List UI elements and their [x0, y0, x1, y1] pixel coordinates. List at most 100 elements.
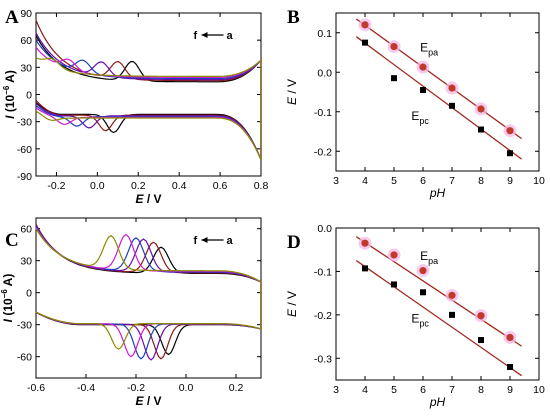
series-label-sub: pa [428, 48, 438, 58]
y-axis-label-symbol: E [285, 308, 299, 317]
y-tick-label: -90 [17, 171, 32, 183]
y-axis-label-symbol: I [3, 115, 17, 119]
series-label-main: E [411, 311, 419, 325]
cv-curve-5 [35, 47, 262, 160]
data-point-pc [362, 265, 368, 272]
cv-curve-6 [35, 57, 262, 160]
x-axis-label: E / V [135, 192, 161, 206]
cv-curve-6 [35, 228, 262, 350]
data-point-pa [419, 266, 427, 275]
y-tick-label: -0.2 [314, 310, 332, 322]
panel-a: -0.2 0.0 0.2 0.4 0.6 0.8 -90 -60 -30 0 30 60 90A I (1… [2, 7, 268, 206]
panel-label: A [5, 7, 19, 28]
x-axis-label: pH [429, 186, 446, 200]
y-tick-label: 0 [26, 90, 32, 102]
x-tick-label: 0.2 [131, 180, 146, 192]
x-tick-label: 8 [478, 384, 484, 396]
x-tick-label: 0.6 [213, 180, 228, 192]
y-axis-label-exponent: −6 [2, 85, 11, 95]
y-tick-label: 0.0 [317, 223, 332, 235]
series-label-main: E [420, 41, 428, 55]
x-tick-label: 0.2 [229, 382, 244, 394]
y-tick-label: 30 [20, 62, 32, 74]
data-point-pa [448, 291, 456, 299]
x-axis-label-symbol: E [135, 192, 144, 206]
y-tick-label: 60 [20, 224, 32, 236]
x-axis-label-unit: / V [144, 192, 162, 206]
y-axis-label-unit-end: A) [3, 70, 17, 86]
x-tick-label: 3 [333, 384, 339, 396]
x-tick-label: 8 [478, 175, 484, 187]
y-tick-label: -60 [17, 352, 32, 364]
y-tick-label: 0.1 [317, 28, 332, 40]
x-tick-label: 5 [391, 384, 397, 396]
data-point-pa [361, 21, 369, 29]
panel-label: B [287, 7, 300, 28]
y-tick-label: -30 [17, 320, 32, 332]
y-axis-label-symbol: I [1, 318, 15, 322]
x-axis-label: pH [429, 395, 446, 409]
plot-frame [335, 12, 540, 172]
y-tick-label: 0.0 [317, 67, 332, 79]
data-point-pa [419, 63, 427, 71]
data-point-pc [449, 102, 455, 109]
cv-curve-3 [35, 32, 262, 160]
y-tick-label: -0.1 [314, 107, 332, 119]
data-point-pa [390, 42, 398, 51]
x-tick-label: 9 [507, 175, 513, 187]
fit-line-pa [355, 18, 522, 140]
y-tick-label: -60 [17, 144, 32, 156]
data-point-pa [448, 84, 456, 92]
data-point-pc [507, 363, 513, 370]
x-tick-label: 0.4 [172, 180, 187, 192]
y-tick-label: 30 [20, 256, 32, 268]
x-tick-label: 10 [533, 175, 545, 187]
y-tick-label: 90 [20, 8, 32, 20]
y-axis-label: I (10−6 A) [2, 70, 17, 119]
data-point-pa [477, 105, 485, 113]
annotation-to: a [227, 235, 234, 247]
data-point-pc [507, 150, 513, 157]
x-tick-label: -0.2 [127, 382, 145, 394]
series-label-pc: Epc [411, 311, 429, 328]
fit-line-pa [355, 236, 522, 347]
x-tick-label: 7 [449, 175, 455, 187]
panel-c: -0.6 -0.4 -0.2 0.0 0.2 -60 -30 0 30 60C I (10−6 A)… [0, 217, 262, 408]
x-tick-label: 0.0 [90, 180, 105, 192]
series-label-main: E [411, 109, 419, 123]
x-tick-label: 10 [533, 384, 545, 396]
series-label-sub: pc [419, 318, 429, 328]
x-tick-label: 6 [420, 384, 426, 396]
data-point-pa [390, 251, 398, 259]
plot-frame [335, 227, 540, 381]
y-axis-label-unit: / V [285, 291, 299, 309]
annotation-from: f [194, 30, 198, 42]
x-tick-label: 3 [333, 175, 339, 187]
x-tick-label: 6 [420, 175, 426, 187]
x-axis-label-symbol: E [135, 394, 144, 408]
y-axis-label-symbol: E [285, 96, 299, 105]
x-tick-label: 4 [362, 384, 368, 396]
data-point-pc [478, 126, 484, 133]
y-tick-label: -0.3 [314, 353, 332, 365]
fit-line-pc [355, 36, 522, 160]
cv-curve-1 [35, 35, 262, 160]
cv-curve-4 [35, 39, 262, 160]
x-tick-label: 7 [449, 384, 455, 396]
series-label-pc: Epc [411, 109, 429, 126]
data-point-pc [362, 39, 368, 46]
series-label-main: E [420, 249, 428, 263]
y-tick-label: -30 [17, 117, 32, 129]
x-tick-label: 0.8 [254, 180, 269, 192]
x-tick-label: 4 [362, 175, 368, 187]
x-tick-label: -0.2 [47, 180, 65, 192]
data-point-pc [420, 87, 426, 94]
data-point-pa [361, 239, 369, 247]
y-tick-label: -0.1 [314, 266, 332, 278]
x-tick-label: -0.6 [27, 382, 45, 394]
y-axis-label-unit: / V [285, 79, 299, 97]
series-label-sub: pc [419, 116, 429, 126]
series-label-pa: Epa [420, 249, 438, 266]
